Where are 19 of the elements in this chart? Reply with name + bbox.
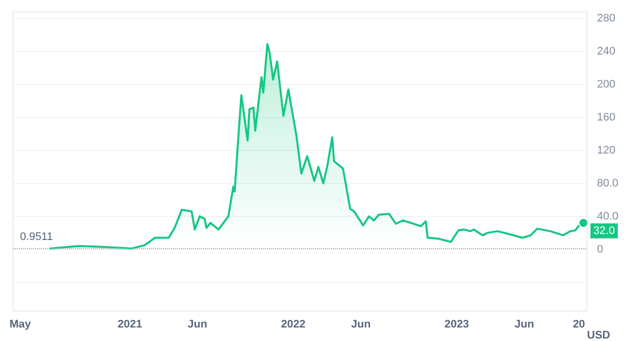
x-tick-label: 20	[572, 318, 586, 331]
x-tick-label: Jun	[351, 318, 371, 331]
y-tick-label: 240	[597, 46, 616, 58]
x-tick-label: 2021	[118, 318, 142, 331]
ref-line-label: 0.9511	[20, 231, 53, 244]
y-tick-label: 280	[597, 12, 616, 25]
x-tick-label: 2023	[444, 318, 469, 331]
x-tick-label: Jun	[188, 318, 208, 331]
y-tick-label: 80.0	[597, 177, 618, 190]
x-tick-label: Jun	[514, 318, 534, 331]
y-tick-label: 160	[597, 111, 616, 124]
x-tick-label: May	[9, 318, 32, 331]
x-tick-label: 2022	[281, 318, 306, 331]
y-tick-label: 120	[597, 144, 616, 156]
y-axis-title: USD	[587, 330, 610, 341]
y-tick-label: 0	[597, 243, 604, 256]
annotation: 32.0	[593, 224, 615, 237]
y-tick-label: 200	[597, 78, 616, 91]
y-tick-label: 40.0	[597, 210, 618, 222]
